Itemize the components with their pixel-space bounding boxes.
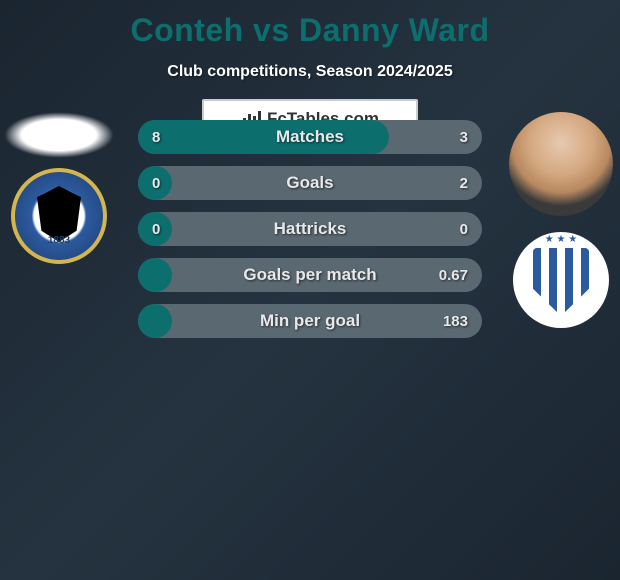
right-column: ★ ★ ★ (506, 112, 616, 328)
player2-club-badge: ★ ★ ★ (513, 232, 609, 328)
stat-row: 83Matches (138, 120, 482, 154)
player1-avatar (4, 112, 114, 158)
stat-bar-fill (138, 120, 389, 154)
stat-bar-bg (138, 166, 482, 200)
player1-name: Conteh (130, 12, 243, 48)
player1-club-badge: 1883 (11, 168, 107, 264)
club-year: 1883 (48, 235, 70, 246)
stat-row: 183Min per goal (138, 304, 482, 338)
vs-text: vs (253, 12, 290, 48)
subtitle: Club competitions, Season 2024/2025 (0, 63, 620, 81)
stats-bars: 83Matches 02Goals 00Hattricks 0.67Goals per… (138, 120, 482, 350)
club-stars-icon: ★ ★ ★ (545, 234, 577, 245)
stat-row: 00Hattricks (138, 212, 482, 246)
stat-bar-bg (138, 258, 482, 292)
comparison-title: Conteh vs Danny Ward (0, 0, 620, 49)
player2-avatar (509, 112, 613, 216)
stat-row: 0.67Goals per match (138, 258, 482, 292)
left-column: 1883 (4, 112, 114, 264)
stat-bar-bg (138, 212, 482, 246)
stat-row: 02Goals (138, 166, 482, 200)
stat-bar-bg (138, 304, 482, 338)
player2-name: Danny Ward (299, 12, 490, 48)
